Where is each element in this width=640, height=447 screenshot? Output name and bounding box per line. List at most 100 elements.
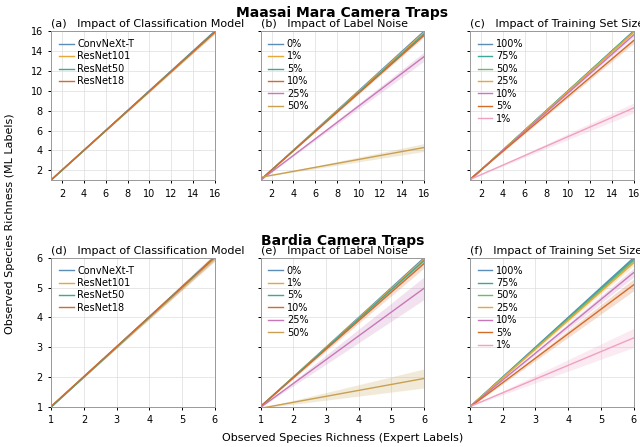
0% [357, 86, 365, 92]
Line: 50%: 50% [260, 148, 424, 177]
1% [564, 363, 572, 368]
100% [566, 86, 574, 92]
5% [354, 90, 362, 96]
25% [354, 334, 362, 339]
0% [257, 404, 264, 409]
10% [354, 319, 362, 325]
ResNet18 [196, 43, 204, 49]
0% [420, 29, 428, 34]
Line: 10%: 10% [260, 35, 424, 180]
10% [564, 91, 572, 96]
100% [630, 29, 637, 34]
50% [566, 315, 574, 320]
ResNet18 [144, 315, 152, 320]
0% [357, 313, 365, 318]
50% [354, 157, 362, 162]
ConvNeXt-T [48, 404, 56, 409]
75% [564, 316, 572, 322]
50% [354, 388, 362, 393]
5% [566, 329, 574, 335]
ResNet101 [48, 404, 56, 409]
ResNet101 [196, 269, 204, 274]
50% [405, 148, 413, 153]
10% [395, 283, 403, 289]
ConvNeXt-T [147, 312, 155, 318]
1% [630, 335, 637, 341]
Line: 5%: 5% [260, 34, 424, 180]
50% [357, 388, 365, 393]
ResNet50 [47, 177, 55, 183]
5% [420, 31, 428, 37]
5% [564, 332, 572, 337]
ResNet50 [211, 29, 219, 34]
Line: 5%: 5% [470, 285, 634, 407]
ResNet18 [47, 177, 55, 182]
0% [257, 177, 264, 183]
75% [563, 317, 571, 322]
100% [566, 313, 574, 318]
100% [563, 89, 571, 95]
25% [405, 297, 413, 302]
Line: ResNet18: ResNet18 [51, 32, 215, 180]
ResNet101 [196, 43, 204, 49]
50% [257, 405, 264, 411]
Line: 1%: 1% [260, 32, 424, 180]
25% [614, 43, 622, 49]
ResNet50 [144, 89, 152, 95]
10% [604, 55, 612, 60]
ResNet18 [185, 53, 193, 58]
ResNet50 [196, 43, 204, 48]
5% [467, 404, 474, 409]
25% [257, 405, 264, 410]
10% [354, 92, 362, 97]
ResNet101 [147, 313, 155, 318]
10% [257, 404, 264, 409]
Text: (b)   Impact of Label Noise: (b) Impact of Label Noise [260, 19, 408, 29]
0% [405, 269, 413, 274]
5% [566, 92, 574, 97]
0% [257, 404, 265, 409]
25% [604, 283, 612, 288]
ConvNeXt-T [144, 89, 152, 95]
100% [563, 316, 571, 321]
10% [630, 32, 637, 38]
25% [604, 53, 612, 58]
ResNet50 [147, 87, 155, 92]
ResNet50 [185, 278, 193, 283]
Legend: 0%, 1%, 5%, 10%, 25%, 50%: 0%, 1%, 5%, 10%, 25%, 50% [266, 36, 312, 114]
5% [420, 258, 428, 263]
50% [630, 29, 637, 34]
10% [630, 270, 637, 275]
ConvNeXt-T [47, 405, 55, 410]
10% [420, 261, 428, 266]
1% [405, 270, 413, 275]
50% [564, 89, 572, 94]
75% [566, 314, 574, 319]
0% [354, 316, 362, 321]
Line: 25%: 25% [260, 288, 424, 407]
25% [257, 177, 265, 182]
10% [420, 33, 428, 38]
1% [257, 177, 265, 182]
Line: ResNet18: ResNet18 [51, 257, 215, 406]
ConvNeXt-T [147, 86, 155, 92]
5% [257, 403, 265, 409]
ResNet18 [147, 312, 155, 318]
1% [563, 135, 571, 140]
25% [630, 260, 637, 266]
Line: 1%: 1% [470, 338, 634, 406]
50% [564, 317, 572, 323]
75% [604, 52, 612, 57]
ConvNeXt-T [185, 278, 193, 283]
25% [630, 30, 637, 35]
5% [614, 294, 622, 299]
ResNet18 [48, 177, 56, 182]
ResNet18 [196, 269, 204, 274]
25% [566, 316, 574, 321]
Line: ResNet50: ResNet50 [51, 32, 215, 180]
Line: 50%: 50% [470, 261, 634, 407]
ResNet101 [47, 404, 55, 409]
50% [563, 318, 571, 323]
Line: 25%: 25% [470, 263, 634, 407]
Line: 5%: 5% [260, 261, 424, 406]
